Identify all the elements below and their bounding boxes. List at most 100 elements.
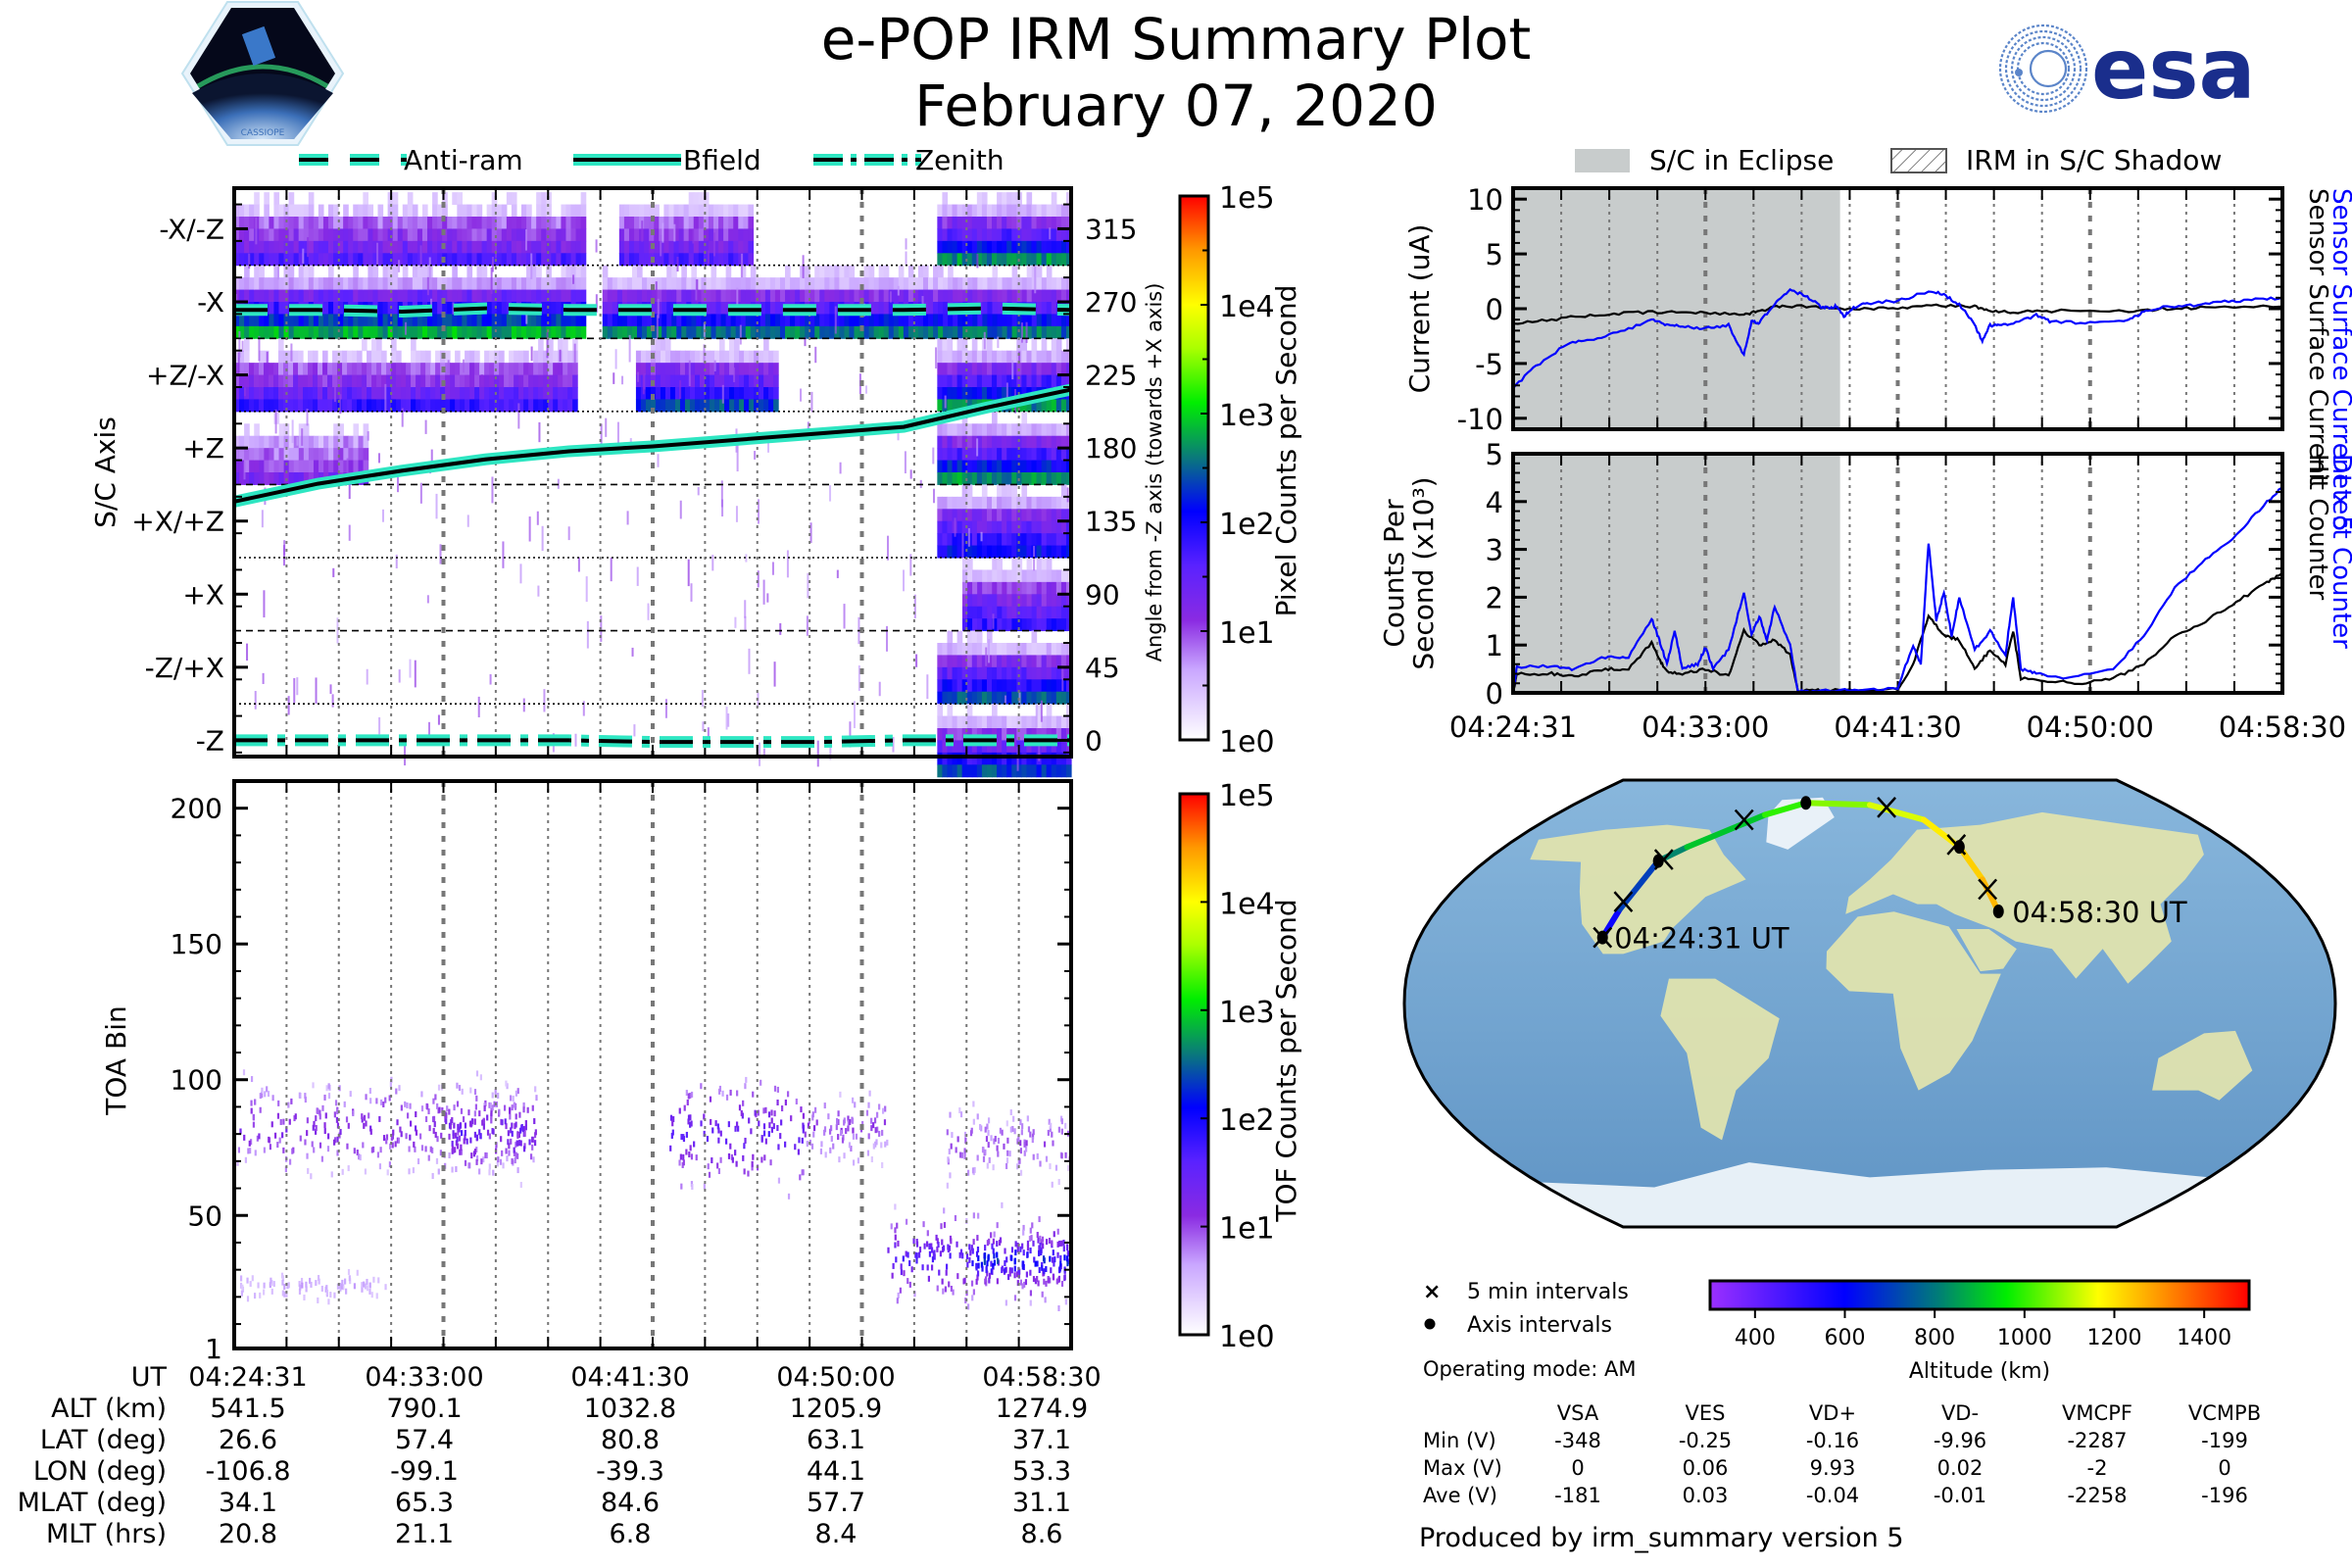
spectrogram-cell [421,325,428,339]
spectrogram-cell [269,217,275,229]
spectrogram-cell [977,594,983,608]
spectrogram-speck [525,310,528,324]
toa-cell [400,1104,403,1111]
toa-cell [320,1155,323,1162]
spectrogram-cell [509,399,514,413]
spectrogram-cell [244,363,250,376]
spectrogram-cell [1055,448,1062,462]
spectrogram-cell [322,217,329,229]
spectrogram-cell [371,338,377,352]
orbit-track-segment [1761,800,1809,818]
spectrogram-cell [298,265,305,278]
spectrogram-cell [952,679,958,693]
spectrogram-cell [1026,460,1033,473]
toa-cell [1057,1275,1061,1282]
spectrogram-speck [397,477,400,493]
spectrogram-cell [888,277,895,291]
spectrogram-cell [744,387,750,400]
spectrogram-cell [730,289,737,303]
spectrogram-cell [506,325,513,339]
toa-cell [249,1281,252,1288]
spectrogram-cell [1021,472,1028,485]
spectrogram-cell [546,204,552,218]
spectrogram-cell [264,240,270,254]
spectrogram-cell [693,217,700,229]
toa-cell [500,1118,503,1125]
spectrogram-cell [491,302,498,315]
spectrogram-cell [322,277,329,291]
toa-cell [812,1125,816,1132]
toa-cell [251,1275,254,1282]
toa-cell [323,1128,326,1135]
toa-cell [735,1121,739,1128]
spectrogram-cell [1065,666,1072,680]
toa-cell [485,1152,488,1159]
spectrogram-cell [491,289,498,303]
toa-cell [969,1250,972,1256]
toa-cell [1026,1115,1029,1122]
toa-cell [347,1122,350,1129]
toa-cell [948,1245,952,1251]
spectrogram-speck [762,748,765,758]
toa-cell [976,1274,979,1281]
toa-cell [971,1260,974,1267]
toa-cell [959,1249,963,1255]
spectrogram-cell [759,387,764,400]
ephemeris-value: 6.8 [609,1519,652,1549]
spectrogram-cell [1036,545,1043,559]
toa-cell [1049,1255,1052,1262]
spectrogram-cell [1046,740,1053,754]
spectrogram-cell [961,545,968,559]
spectrogram-cell [521,277,527,291]
spectrogram-cell [1060,545,1067,559]
spectrogram-cell [992,265,999,278]
toa-cell [680,1183,683,1190]
spectrogram-cell [763,350,769,364]
toa-cell [438,1106,441,1113]
toa-cell [873,1117,877,1124]
spectrogram-cell [342,350,348,364]
spectrogram-cell [754,374,760,388]
toa-cell [268,1136,270,1143]
spectrogram-cell [1021,679,1028,693]
orbit-end-label: 04:58:30 UT [2012,896,2187,929]
spectrogram-cell [659,217,664,229]
spectrogram-cell [273,325,280,339]
spectrogram-cell [412,325,418,339]
spectrogram-cell [728,228,734,242]
spectrogram-cell [952,448,958,462]
spectrogram-cell [1051,618,1057,632]
spectrogram-cell [353,314,359,327]
spectrogram-cell [824,277,830,291]
toa-cell [841,1137,845,1144]
spectrogram-cell [1021,363,1028,376]
voltage-column-header: VD+ [1808,1401,1857,1425]
spectrogram-cell [1055,423,1062,437]
spectrogram-cell [652,277,658,291]
spectrogram-cell [1016,679,1022,693]
toa-cell [800,1106,803,1113]
toa-cell [239,1128,242,1135]
toa-cell [931,1256,935,1263]
spectrogram-cell [942,655,949,668]
spectrogram-cell [992,374,998,388]
toa-cell [1043,1268,1046,1275]
legend-label-shadow: IRM in S/C Shadow [1966,144,2222,176]
esa-logo: esa [1998,21,2256,116]
spectrogram-cell [987,277,994,291]
spectrogram-cell [937,363,944,376]
series-line-0 [1511,486,2283,694]
spectrogram-cell [878,314,885,327]
toa-cell [669,1114,673,1121]
spectrogram-speck [701,690,704,708]
spectrogram-speck [585,576,588,603]
spectrogram-cell [1016,643,1022,656]
toa-cell [326,1133,330,1140]
spectrogram-cell [392,325,399,339]
toa-cell [441,1106,444,1113]
spectrogram-cell [1046,666,1053,680]
spectrogram-cell [1046,594,1053,608]
spectrogram-cell [357,374,363,388]
toa-cell [413,1141,416,1148]
satellite-icon [241,25,276,67]
